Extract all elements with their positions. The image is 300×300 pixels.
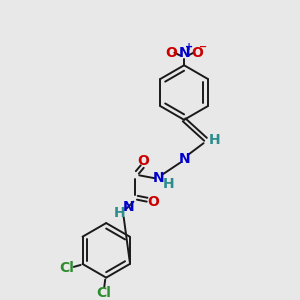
Text: Cl: Cl — [59, 261, 74, 275]
Text: O: O — [137, 154, 149, 168]
Text: +: + — [185, 42, 193, 52]
Text: O: O — [166, 46, 177, 60]
Text: N: N — [178, 152, 190, 166]
Text: H: H — [114, 206, 126, 220]
Text: O: O — [191, 46, 203, 60]
Text: H: H — [163, 177, 174, 191]
Text: H: H — [208, 133, 220, 147]
Text: Cl: Cl — [96, 286, 111, 300]
Text: N: N — [123, 200, 134, 214]
Text: N: N — [178, 46, 190, 60]
Text: −: − — [199, 42, 207, 52]
Text: O: O — [147, 195, 159, 208]
Text: N: N — [153, 171, 165, 185]
